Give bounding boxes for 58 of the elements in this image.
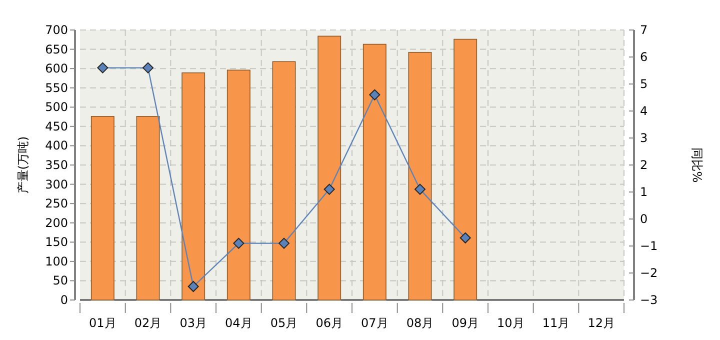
bar [182, 72, 206, 300]
x-tick-label: 11月 [542, 316, 570, 330]
y-tick-label: 300 [45, 177, 68, 192]
bar [318, 36, 342, 300]
x-tick-label: 04月 [225, 316, 252, 330]
y-tick-label: 650 [45, 42, 68, 56]
y-tick-label: 250 [45, 196, 68, 211]
point [233, 238, 244, 249]
x-tick-label: 08月 [406, 316, 434, 330]
y-tick-label: 400 [45, 138, 68, 153]
y-axis-title: 产量(万吨) [16, 136, 30, 194]
point [414, 184, 426, 195]
y2-tick-label: −2 [640, 266, 658, 280]
x-tick-label: 03月 [180, 316, 207, 330]
point [97, 62, 108, 74]
y-tick-label: 50 [52, 274, 68, 288]
bar [272, 61, 296, 300]
y-tick-label: 0 [60, 293, 68, 307]
x-tick-label: 10月 [497, 316, 524, 330]
x-tick-label: 07月 [361, 316, 388, 330]
y2-tick-label: 0 [640, 212, 648, 226]
y2-tick-label: 2 [640, 158, 648, 172]
y-tick-label: 700 [45, 23, 68, 37]
y2-tick-label: 1 [640, 185, 648, 199]
point [460, 232, 471, 244]
x-tick-label: 05月 [270, 316, 298, 330]
x-tick-label: 06月 [316, 316, 343, 330]
bar [90, 116, 114, 300]
point [278, 238, 290, 249]
y-tick-label: 450 [45, 119, 68, 134]
x-tick-label: 01月 [89, 316, 116, 330]
bar [408, 52, 432, 300]
bar [454, 38, 478, 300]
y2-tick-label: −3 [640, 293, 658, 307]
y-tick-label: 350 [45, 158, 68, 172]
bar [136, 116, 160, 300]
point [369, 89, 380, 100]
y-tick-label: 150 [45, 235, 68, 250]
y2-tick-label: 4 [640, 104, 648, 118]
y2-axis-title: 同比% [690, 147, 704, 183]
x-tick-label: 12月 [588, 316, 615, 330]
y2-tick-label: −1 [640, 239, 658, 253]
y-tick-label: 100 [45, 254, 68, 268]
bar [226, 70, 250, 300]
y2-tick-label: 3 [640, 131, 648, 145]
y2-tick-label: 7 [640, 23, 648, 37]
bar [362, 44, 386, 300]
x-tick-label: 09月 [452, 316, 479, 330]
point [324, 184, 335, 195]
y2-tick-label: 5 [640, 77, 648, 91]
y2-tick-label: 6 [640, 50, 648, 64]
y-tick-label: 600 [45, 62, 68, 76]
y-tick-label: 550 [45, 80, 68, 95]
x-tick-label: 02月 [134, 316, 162, 330]
point [188, 281, 199, 292]
y-tick-label: 500 [45, 100, 68, 114]
y-tick-label: 200 [45, 216, 68, 230]
point [142, 62, 154, 74]
